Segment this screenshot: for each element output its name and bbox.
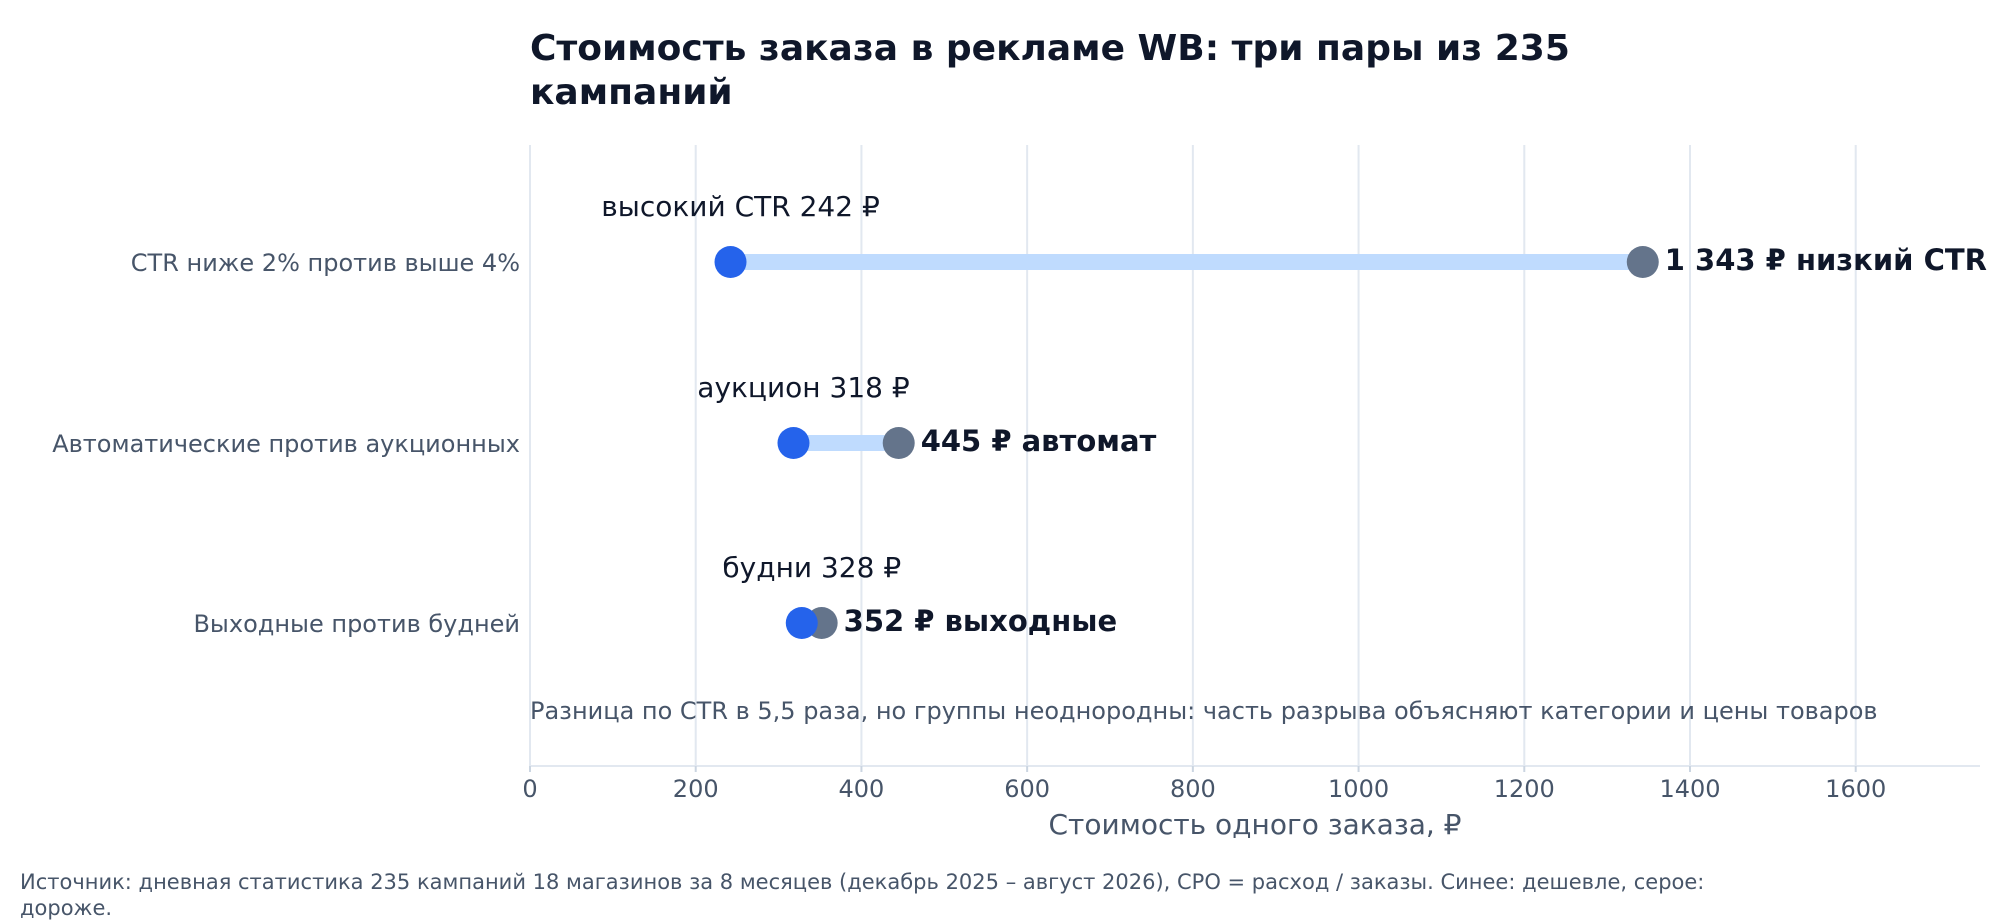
tick-label-600: 600 bbox=[1004, 775, 1050, 803]
chart-title-line-1: Стоимость заказа в рекламе WB: три пары … bbox=[530, 28, 1570, 69]
dumbbell-row-1: CTR ниже 2% против выше 4% высокий CTR 24… bbox=[131, 190, 1987, 278]
high-point bbox=[882, 427, 915, 459]
tick-label-800: 800 bbox=[1170, 775, 1216, 803]
row-label: Выходные против будней bbox=[193, 610, 520, 638]
high-value-label: 1 343 ₽ низкий CTR bbox=[1665, 243, 1987, 277]
low-value-label: высокий CTR 242 ₽ bbox=[601, 190, 880, 223]
high-value-label: 445 ₽ автомат bbox=[921, 424, 1157, 458]
dumbbell-row-2: Автоматические против аукционных аукцион … bbox=[52, 371, 1157, 459]
low-point bbox=[777, 427, 810, 459]
tick-label-0: 0 bbox=[522, 775, 537, 803]
x-axis-title: Стоимость одного заказа, ₽ bbox=[1049, 808, 1462, 841]
chart-title-line-2: кампаний bbox=[530, 72, 733, 113]
low-point bbox=[714, 246, 747, 278]
dumbbell-rows: CTR ниже 2% против выше 4% высокий CTR 24… bbox=[52, 190, 1987, 639]
high-value-label: 352 ₽ выходные bbox=[844, 604, 1117, 638]
high-point bbox=[1626, 246, 1659, 278]
tick-label-1400: 1400 bbox=[1659, 775, 1720, 803]
source-note-line-1: Источник: дневная статистика 235 кампани… bbox=[20, 870, 1704, 894]
low-value-label: будни 328 ₽ bbox=[722, 551, 901, 584]
tick-label-400: 400 bbox=[839, 775, 885, 803]
tick-label-1000: 1000 bbox=[1328, 775, 1389, 803]
low-value-label: аукцион 318 ₽ bbox=[697, 371, 909, 404]
low-point bbox=[785, 607, 818, 639]
gridlines bbox=[694, 145, 1857, 766]
x-ticks: 0 200 400 600 800 1000 1200 1400 1600 bbox=[522, 766, 1886, 803]
row-label: CTR ниже 2% против выше 4% bbox=[131, 249, 520, 277]
source-note-line-2: дороже. bbox=[20, 896, 112, 920]
tick-label-200: 200 bbox=[673, 775, 719, 803]
tick-label-1600: 1600 bbox=[1825, 775, 1886, 803]
dumbbell-row-3: Выходные против будней будни 328 ₽ 352 ₽ в… bbox=[193, 551, 1117, 639]
chart-annotation: Разница по CTR в 5,5 раза, но группы нео… bbox=[530, 697, 1878, 725]
tick-label-1200: 1200 bbox=[1494, 775, 1555, 803]
row-label: Автоматические против аукционных bbox=[52, 430, 520, 458]
